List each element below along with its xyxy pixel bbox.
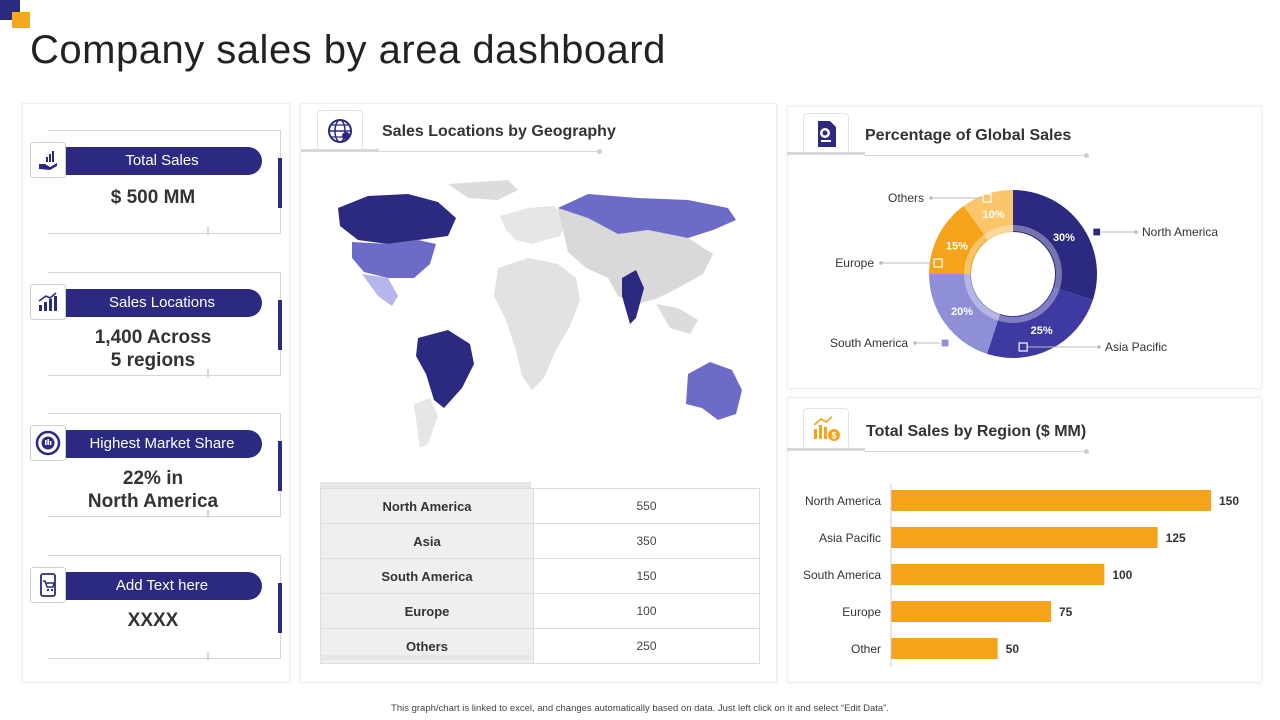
kpi-value-line1: XXXX: [127, 610, 179, 631]
donut-slice-value: 20%: [951, 306, 973, 318]
map-brazil: [416, 330, 474, 408]
region-sales-title: Total Sales by Region ($ MM): [866, 423, 1087, 440]
donut-slice-label: South America: [830, 336, 908, 350]
donut-slice-value: 15%: [946, 240, 968, 252]
money-chart-icon: $: [803, 408, 849, 450]
bar: [891, 638, 998, 659]
cart-phone-icon: [30, 567, 66, 603]
table-value: 550: [533, 488, 760, 524]
table-value: 150: [533, 558, 760, 594]
map-canada: [338, 194, 456, 244]
region-sales-table: North America 550 Asia 350 South America 15…: [320, 488, 760, 664]
donut-marker: [940, 338, 950, 348]
bar-category-label: North America: [805, 494, 881, 508]
kpi-value-line1: 22% in: [122, 468, 184, 489]
bar-value-label: 100: [1112, 568, 1132, 582]
table-value: 250: [533, 628, 760, 664]
donut-marker: [1018, 342, 1028, 352]
kpi-label: Add Text here: [62, 572, 262, 600]
region-sales-bar-chart: North America 150 Asia Pacific 125 South Ame…: [803, 484, 1239, 667]
table-region: Asia: [320, 523, 534, 559]
document-globe-icon: [803, 113, 849, 155]
kpi-card-sales-locations: Sales Locations 1,400 Across 5 regions: [22, 272, 284, 382]
donut-slice: [987, 286, 1093, 358]
bar-category-label: Other: [851, 642, 881, 656]
kpi-card-market-share: Highest Market Share 22% in North Americ…: [22, 413, 284, 523]
donut-leader-dot: [1134, 230, 1138, 234]
bar-category-label: Asia Pacific: [819, 531, 881, 545]
kpi-label: Highest Market Share: [62, 430, 262, 458]
donut-inner-ring: [964, 225, 1062, 323]
bar-value-label: 150: [1219, 494, 1239, 508]
kpi-card-total-sales: Total Sales $ 500 MM: [22, 130, 284, 240]
table-value: 350: [533, 523, 760, 559]
map-mexico: [362, 274, 398, 306]
map-southeast-asia: [656, 304, 698, 334]
table-region: Europe: [320, 593, 534, 629]
donut-marker: [982, 193, 992, 203]
bar-category-label: Europe: [842, 605, 881, 619]
map-greenland: [448, 180, 518, 200]
target-icon: [30, 425, 66, 461]
donut-slice-value: 25%: [1031, 325, 1053, 337]
global-sales-title: Percentage of Global Sales: [865, 127, 1072, 144]
world-map: [338, 180, 742, 448]
donut-slice: [963, 190, 1013, 241]
table-row: Asia 350: [320, 523, 760, 559]
kpi-value-line1: 1,400 Across: [94, 327, 212, 348]
svg-text:$: $: [831, 431, 836, 441]
donut-slice: [929, 206, 989, 274]
bar-value-label: 125: [1166, 531, 1186, 545]
kpi-card-add-text: Add Text here XXXX: [22, 555, 284, 665]
globe-pin-icon: [317, 110, 363, 152]
donut-marker: [1092, 227, 1102, 237]
kpi-value-line2: 5 regions: [110, 350, 196, 371]
footnote: This graph/chart is linked to excel, and…: [391, 703, 889, 714]
donut-slice: [1013, 190, 1097, 300]
bar-value-label: 75: [1059, 605, 1073, 619]
map-europe: [500, 206, 568, 244]
map-south-america-south: [414, 398, 438, 448]
bar: [891, 527, 1158, 548]
bar: [891, 490, 1211, 511]
donut-slice-label: North America: [1142, 225, 1218, 239]
donut-slice-value: 30%: [1053, 232, 1075, 244]
donut-leader-dot: [879, 261, 883, 265]
donut-slice-label: Others: [888, 191, 924, 205]
bar: [891, 564, 1105, 585]
donut-leader-dot: [913, 341, 917, 345]
table-region: North America: [320, 488, 534, 524]
donut-marker: [933, 258, 943, 268]
geo-panel-title: Sales Locations by Geography: [382, 123, 616, 140]
bar-value-label: 50: [1006, 642, 1020, 656]
donut-leader-dot: [929, 196, 933, 200]
map-india: [622, 270, 644, 324]
growth-chart-icon: [30, 284, 66, 320]
donut-slice-label: Europe: [835, 256, 874, 270]
map-australia: [686, 362, 742, 420]
map-usa: [352, 240, 436, 278]
bar-category-label: South America: [803, 568, 881, 582]
map-russia: [558, 194, 736, 238]
table-row: Europe 100: [320, 593, 760, 629]
donut-slice-label: Asia Pacific: [1105, 340, 1167, 354]
kpi-label: Sales Locations: [62, 289, 262, 317]
donut-slice: [929, 274, 1001, 354]
kpi-value-line1: $ 500 MM: [110, 187, 196, 208]
table-row: North America 550: [320, 488, 760, 524]
donut-slice-value: 10%: [983, 209, 1005, 221]
map-africa: [494, 258, 580, 390]
donut-leader-dot: [1097, 345, 1101, 349]
table-row: South America 150: [320, 558, 760, 594]
kpi-label: Total Sales: [62, 147, 262, 175]
corner-accent-orange: [12, 12, 30, 28]
table-region: South America: [320, 558, 534, 594]
global-sales-donut-chart: 30% North America 25% Asia Pacific 20% South …: [830, 190, 1218, 358]
kpi-value-line2: North America: [87, 491, 219, 512]
sales-hand-icon: [30, 142, 66, 178]
map-asia: [558, 208, 713, 304]
table-value: 100: [533, 593, 760, 629]
bar: [891, 601, 1051, 622]
page-title: Company sales by area dashboard: [30, 28, 666, 72]
